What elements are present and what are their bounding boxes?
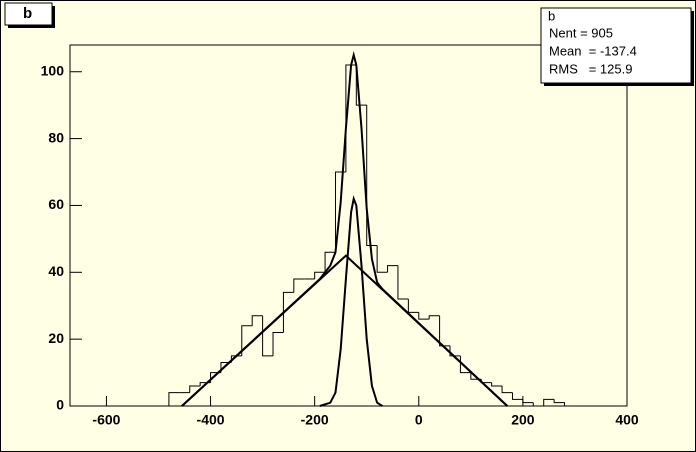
histogram-bin <box>376 245 388 273</box>
histogram-bin <box>282 291 294 333</box>
histogram-bin <box>366 105 378 247</box>
x-tick-label: 400 <box>615 412 639 428</box>
histogram-bin <box>418 312 430 320</box>
y-tick-label: 80 <box>48 129 64 145</box>
stats-title: b <box>548 8 555 23</box>
histogram-bin <box>168 392 180 406</box>
stats-box <box>540 7 692 84</box>
histogram-bin <box>189 385 201 393</box>
stats-line: Nent = 905 <box>549 25 613 40</box>
y-tick-label: 60 <box>48 196 64 212</box>
histogram-bin <box>324 251 336 273</box>
y-tick-label: 20 <box>48 330 64 346</box>
stats-line: RMS = 125.9 <box>549 61 632 76</box>
histogram-bin <box>491 382 503 387</box>
histogram-bin <box>314 271 326 279</box>
y-tick-label: 40 <box>48 263 64 279</box>
histogram-bin <box>522 399 534 404</box>
histogram-bin <box>553 399 566 406</box>
histogram-bin <box>543 398 555 406</box>
histogram-bin <box>439 315 451 347</box>
fit-curve <box>181 51 508 407</box>
x-tick-label: 200 <box>511 412 535 428</box>
histogram-bin <box>355 65 367 106</box>
title-box <box>4 2 53 26</box>
histogram-bin <box>532 402 544 407</box>
histogram-bin <box>511 392 523 400</box>
x-tick-label: -200 <box>301 412 329 428</box>
histogram-bin <box>428 315 440 320</box>
y-tick-label: 100 <box>41 62 65 78</box>
histogram-bin <box>241 325 253 356</box>
x-tick-label: -400 <box>197 412 225 428</box>
histogram-bin <box>251 315 263 326</box>
histogram-bin <box>387 265 398 273</box>
histogram-bin <box>262 315 274 357</box>
stats-line: Mean = -137.4 <box>549 43 637 58</box>
histogram-bin <box>397 265 409 300</box>
x-tick-label: -600 <box>92 412 120 428</box>
histogram-bin <box>501 385 513 394</box>
title: b <box>23 5 32 22</box>
histogram-bin <box>449 345 461 357</box>
fit-curve <box>319 195 383 407</box>
histogram-bin <box>272 331 284 356</box>
x-tick-label: 0 <box>415 412 423 428</box>
histogram-bin <box>293 278 305 293</box>
y-tick-label: 0 <box>56 397 64 413</box>
